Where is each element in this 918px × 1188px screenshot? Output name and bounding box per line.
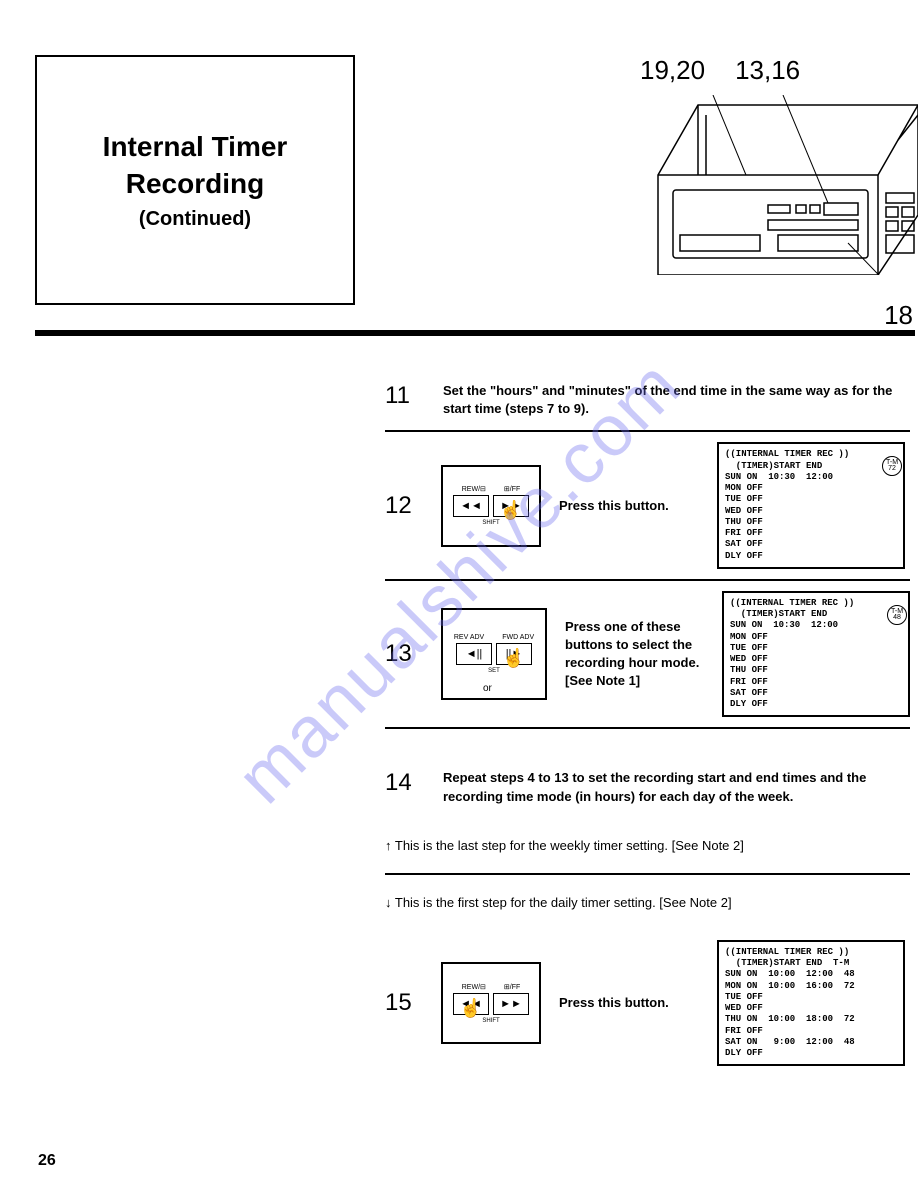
step-number: 14 bbox=[385, 769, 423, 797]
step-number: 15 bbox=[385, 989, 423, 1017]
ff-button-icon: ►► bbox=[493, 993, 529, 1015]
step-number: 12 bbox=[385, 492, 423, 520]
btn-label-right: FWD ADV bbox=[502, 634, 534, 641]
step-14: 14 Repeat steps 4 to 13 to set the recor… bbox=[35, 729, 910, 817]
step-12: 12 REW/⊟ ⊞/FF ◄◄ ►►☝ SHIFT Press this bu… bbox=[35, 432, 910, 579]
fwd-adv-button-icon: ||►☝ bbox=[496, 643, 532, 665]
finger-icon: ☝ bbox=[500, 500, 522, 521]
step-text: Set the "hours" and "minutes" of the end… bbox=[443, 382, 910, 418]
vcr-illustration bbox=[638, 95, 918, 275]
finger-icon: ☝ bbox=[460, 998, 482, 1019]
btn-label-left: REW/⊟ bbox=[462, 485, 486, 493]
or-label: or bbox=[483, 683, 492, 694]
callout-labels: 19,20 13,16 bbox=[640, 55, 800, 86]
btn-label-under: SHIFT bbox=[482, 520, 499, 526]
title-line2: Recording bbox=[126, 166, 264, 202]
page-number: 26 bbox=[38, 1152, 56, 1170]
step-15: 15 REW/⊟ ⊞/FF ◄◄☝ ►► SHIFT Press this bu… bbox=[35, 930, 910, 1077]
step-11: 11 Set the "hours" and "minutes" of the … bbox=[35, 370, 910, 430]
mode-indicator: T-M 48 bbox=[887, 605, 907, 625]
note-daily: ↓ This is the first step for the daily t… bbox=[385, 875, 910, 930]
title-continued: (Continued) bbox=[139, 208, 251, 231]
step-text: Press this button. bbox=[559, 497, 699, 515]
step-13: 13 REV ADV FWD ADV ◄|| ||►☝ SET or Press… bbox=[35, 581, 910, 728]
step-number: 11 bbox=[385, 382, 423, 410]
btn-label-under: SET bbox=[488, 668, 500, 674]
button-diagram: REW/⊟ ⊞/FF ◄◄☝ ►► SHIFT bbox=[441, 962, 541, 1044]
note-weekly: ↑ This is the last step for the weekly t… bbox=[385, 818, 910, 873]
steps-content: 11 Set the "hours" and "minutes" of the … bbox=[35, 370, 910, 1076]
btn-label-left: REV ADV bbox=[454, 634, 484, 641]
rew-button-icon: ◄◄ bbox=[453, 495, 489, 517]
button-diagram: REW/⊟ ⊞/FF ◄◄ ►►☝ SHIFT bbox=[441, 465, 541, 547]
finger-icon: ☝ bbox=[503, 648, 525, 669]
mode-bottom: 72 bbox=[888, 466, 896, 472]
section-title-box: Internal Timer Recording (Continued) bbox=[35, 55, 355, 305]
section-divider bbox=[35, 330, 915, 336]
step-text: Press one of these buttons to select the… bbox=[565, 618, 704, 691]
title-line1: Internal Timer bbox=[103, 129, 288, 165]
mode-bottom: 48 bbox=[893, 615, 901, 621]
display-panel: ((INTERNAL TIMER REC )) (TIMER)START END… bbox=[722, 591, 910, 718]
ff-button-icon: ►►☝ bbox=[493, 495, 529, 517]
step-text: Press this button. bbox=[559, 994, 699, 1012]
callout-18: 18 bbox=[884, 300, 913, 331]
btn-label-right: ⊞/FF bbox=[504, 983, 520, 991]
btn-label-left: REW/⊟ bbox=[462, 983, 486, 991]
btn-label-right: ⊞/FF bbox=[504, 485, 520, 493]
display-panel: ((INTERNAL TIMER REC )) (TIMER)START END… bbox=[717, 442, 905, 569]
callout-13-16: 13,16 bbox=[735, 55, 800, 86]
btn-label-under: SHIFT bbox=[482, 1018, 499, 1024]
step-number: 13 bbox=[385, 640, 423, 668]
callout-19-20: 19,20 bbox=[640, 55, 705, 86]
step-text: Repeat steps 4 to 13 to set the recordin… bbox=[443, 769, 910, 805]
button-diagram: REV ADV FWD ADV ◄|| ||►☝ SET or bbox=[441, 608, 547, 700]
display-panel: ((INTERNAL TIMER REC )) (TIMER)START END… bbox=[717, 940, 905, 1067]
rew-button-icon: ◄◄☝ bbox=[453, 993, 489, 1015]
rev-adv-button-icon: ◄|| bbox=[456, 643, 492, 665]
